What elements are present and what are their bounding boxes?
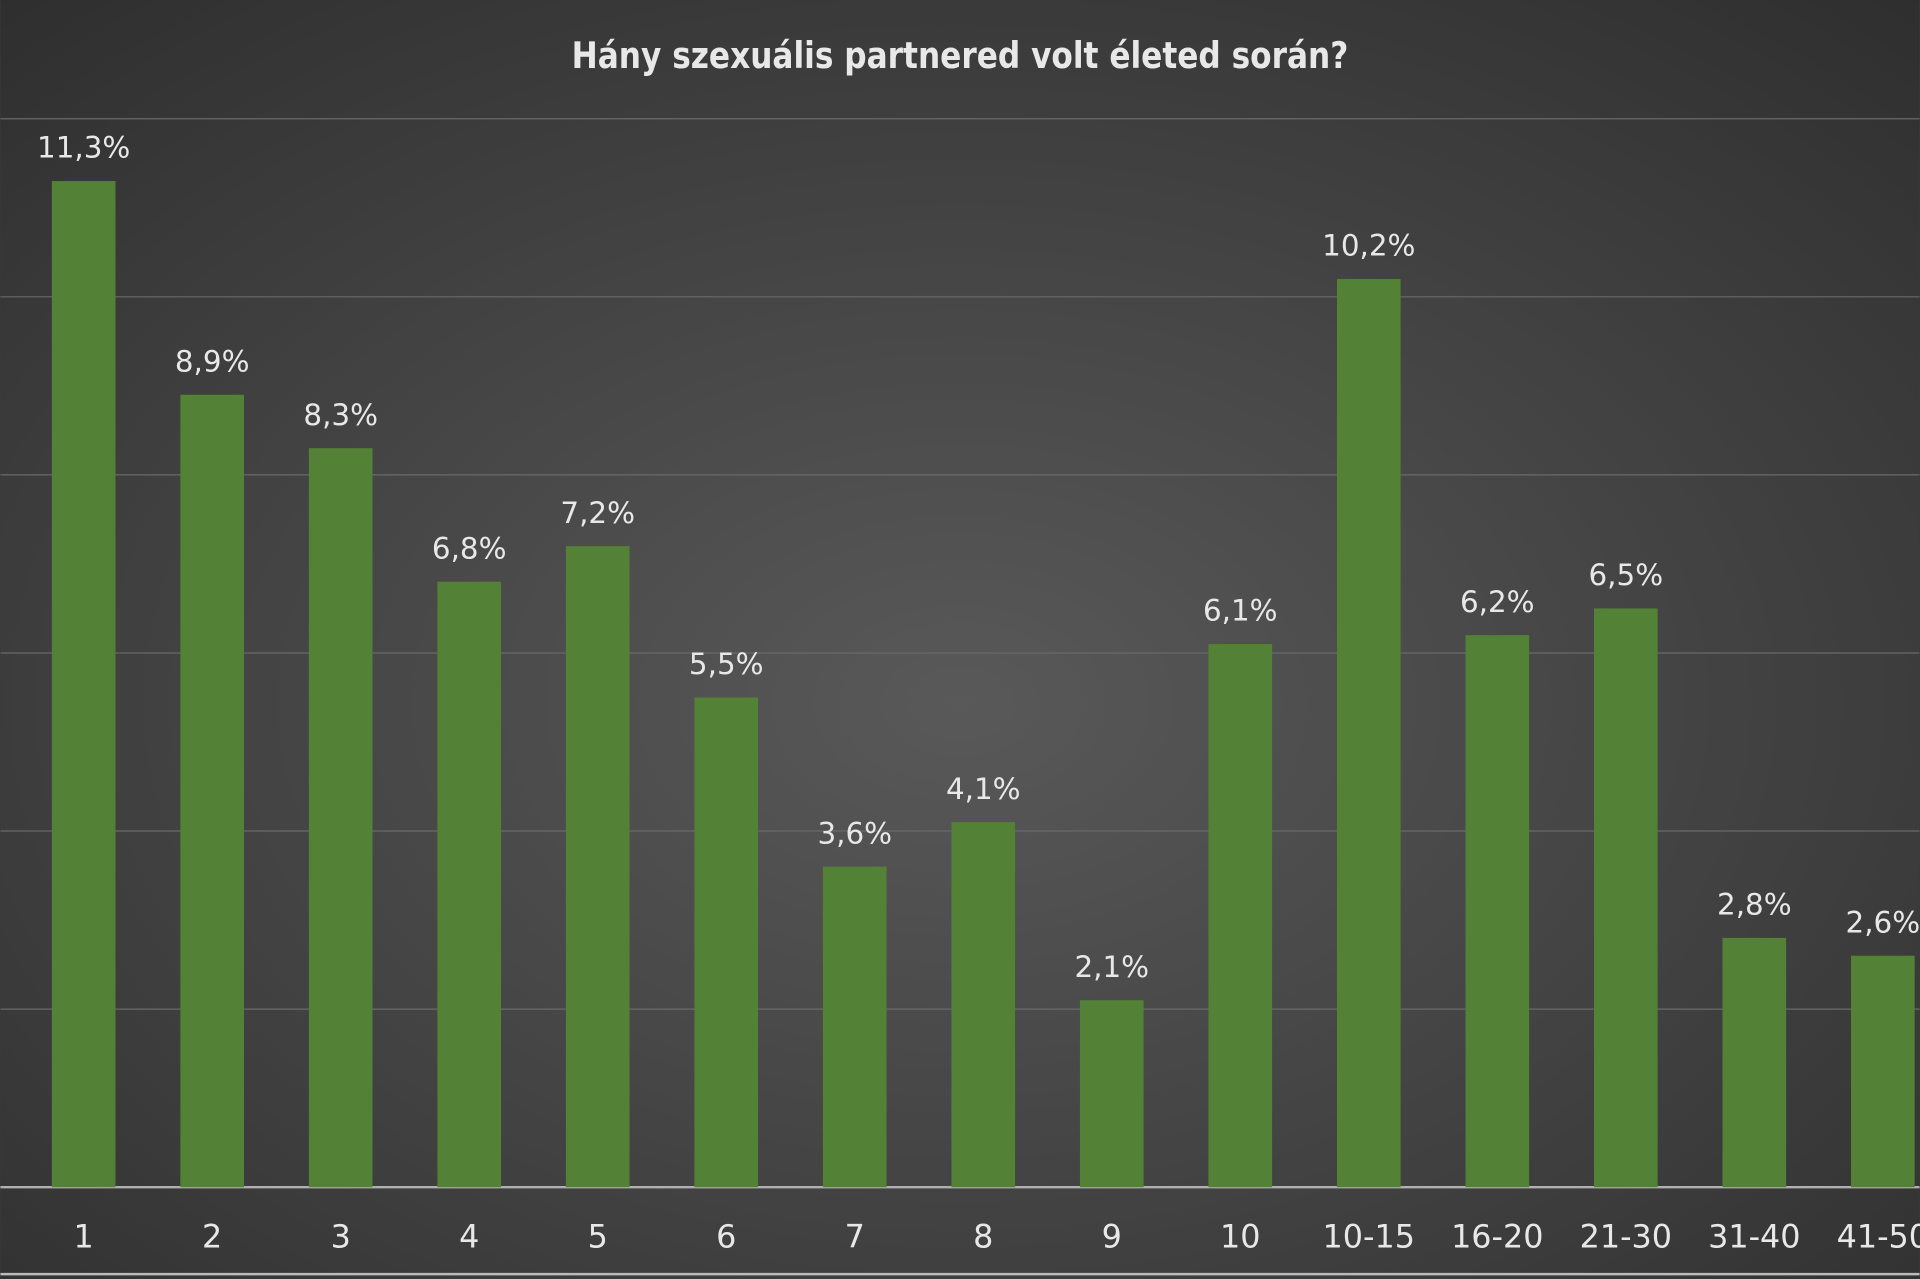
bar [565,546,630,1188]
value-label: 8,9% [175,344,250,378]
value-label: 6,2% [1460,585,1535,619]
bar [1465,635,1530,1188]
x-tick-label: 3 [331,1218,351,1256]
bar [1079,1000,1144,1188]
bar [1208,644,1273,1188]
bar [180,394,245,1188]
x-tick-label: 10 [1220,1218,1260,1256]
bar [1336,278,1401,1188]
x-tick-label: 1 [74,1218,94,1256]
value-label: 11,3% [37,131,130,165]
bar [437,581,502,1188]
value-label: 6,8% [432,531,507,565]
x-tick-label: 31-40 [1708,1218,1800,1256]
value-label: 2,6% [1846,905,1920,939]
x-tick-label: 21-30 [1580,1218,1672,1256]
x-tick-label: 8 [973,1218,993,1256]
x-tick-label: 2 [202,1218,222,1256]
bar [951,822,1016,1188]
bar [1722,937,1787,1188]
x-tick-label: 6 [716,1218,736,1256]
value-label: 6,5% [1589,558,1664,592]
x-tick-label: 4 [459,1218,479,1256]
value-label: 5,5% [689,647,764,681]
bar [694,697,759,1188]
bar [1593,608,1658,1188]
bar [1851,955,1915,1188]
x-tick-label: 9 [1102,1218,1122,1256]
value-label: 2,1% [1074,950,1149,984]
x-tick-label: 7 [845,1218,865,1256]
value-label: 8,3% [303,398,378,432]
x-tick-label: 5 [588,1218,608,1256]
x-tick-label: 10-15 [1323,1218,1415,1256]
bar [308,448,373,1188]
value-label: 10,2% [1322,229,1415,263]
chart-title: Hány szexuális partnered volt életed sor… [572,34,1349,77]
value-label: 7,2% [560,496,635,530]
bar [51,181,116,1188]
x-tick-label: 16-20 [1451,1218,1543,1256]
value-label: 2,8% [1717,888,1792,922]
value-label: 3,6% [817,816,892,850]
x-tick-label: 41-50 [1837,1218,1920,1256]
value-label: 4,1% [946,772,1021,806]
bar [822,866,887,1188]
value-label: 6,1% [1203,594,1278,628]
